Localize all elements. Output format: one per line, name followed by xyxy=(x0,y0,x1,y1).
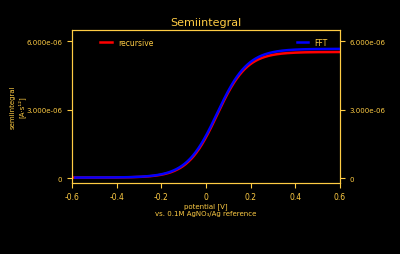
FFT xyxy=(338,48,342,51)
recursive xyxy=(338,51,342,54)
recursive xyxy=(225,93,230,96)
FFT xyxy=(173,168,178,171)
recursive xyxy=(70,176,74,179)
recursive xyxy=(240,70,245,73)
X-axis label: potential [V]
vs. 0.1M AgNO₃/Ag reference: potential [V] vs. 0.1M AgNO₃/Ag referenc… xyxy=(155,203,257,217)
recursive xyxy=(232,81,237,84)
Line: recursive: recursive xyxy=(72,53,340,178)
Title: Semiintegral: Semiintegral xyxy=(170,18,242,28)
recursive xyxy=(86,176,91,179)
FFT xyxy=(228,85,233,88)
Y-axis label: semiintegral
[A·s¹²]: semiintegral [A·s¹²] xyxy=(10,85,25,129)
Legend: FFT: FFT xyxy=(294,36,331,51)
FFT xyxy=(102,176,106,179)
FFT xyxy=(293,49,298,52)
recursive xyxy=(273,54,278,57)
Line: FFT: FFT xyxy=(75,50,340,178)
recursive xyxy=(300,52,305,55)
FFT xyxy=(322,48,327,51)
FFT xyxy=(329,48,334,51)
FFT xyxy=(73,176,78,179)
